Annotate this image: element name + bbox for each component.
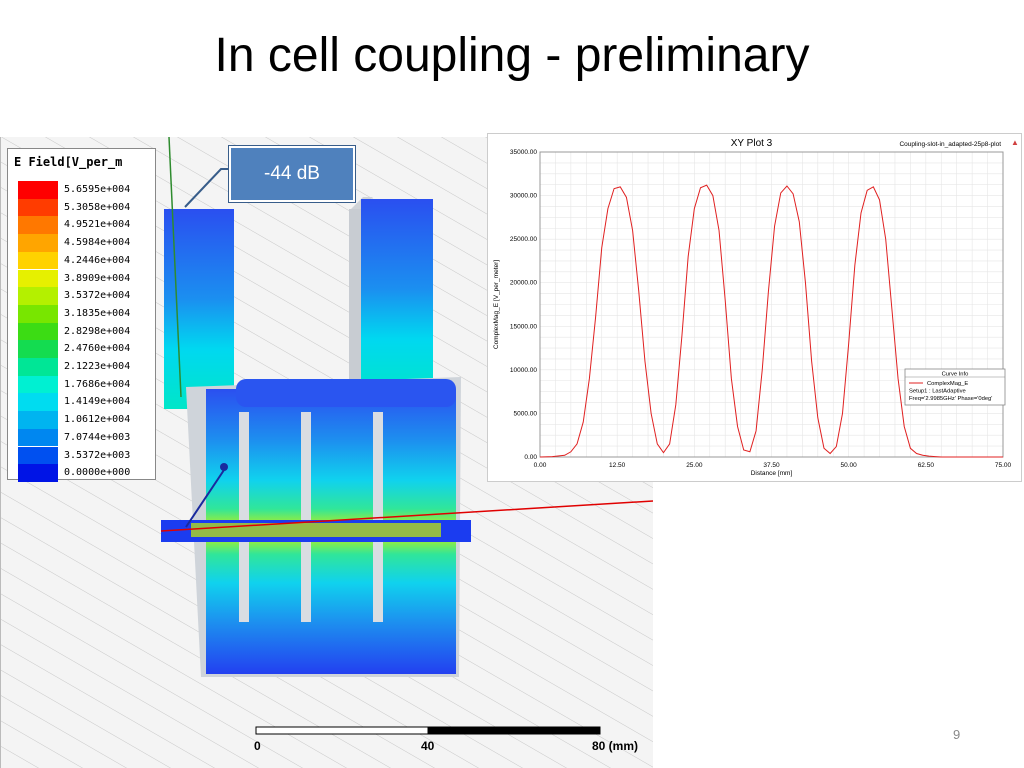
legend-swatch	[18, 446, 58, 465]
legend-value: 5.6595e+004	[64, 184, 131, 195]
legend-value: 2.1223e+004	[64, 361, 131, 372]
y-tick-label: 20000.00	[510, 280, 537, 287]
legend-value: 4.9521e+004	[64, 219, 131, 231]
y-tick-label: 30000.00	[510, 193, 537, 200]
legend-item: 1.7686e+004	[18, 375, 153, 394]
legend-item: 2.1223e+004	[18, 358, 153, 376]
legend-swatch	[18, 411, 58, 429]
y-tick-label: 0.00	[524, 454, 537, 461]
slide-title: In cell coupling - preliminary	[214, 29, 810, 82]
x-tick-label: 75.00	[995, 462, 1012, 469]
plot-marker-icon: ▲	[1011, 138, 1019, 147]
legend-value: 4.5984e+004	[64, 237, 131, 249]
legend-swatch	[18, 181, 58, 199]
legend-item: 4.9521e+004	[18, 216, 153, 235]
legend-swatch	[18, 216, 58, 235]
chart-legend-entry: Setup1 : LastAdaptive	[909, 389, 966, 395]
xy-plot[interactable]: XY Plot 3 Coupling-slot-in_adapted-25p8-p…	[487, 133, 1022, 482]
legend-swatch	[18, 358, 58, 376]
legend-item: 5.3058e+004	[18, 198, 153, 217]
legend-item: 5.6595e+004	[18, 181, 153, 199]
legend-swatch	[18, 322, 58, 341]
legend-item: 7.0744e+003	[18, 428, 153, 447]
y-tick-label: 5000.00	[514, 410, 538, 417]
chart-legend-entry: ComplexMag_E	[927, 381, 968, 387]
x-tick-label: 12.50	[609, 462, 626, 469]
legend-value: 4.2446e+004	[64, 254, 131, 266]
scale-bar: 0 40 80 (mm)	[240, 722, 652, 762]
series-line	[539, 184, 1003, 458]
chart-legend-title: Curve Info	[942, 372, 969, 378]
legend-value: 2.4760e+004	[64, 343, 131, 355]
chart-legend-box	[904, 368, 1006, 406]
y-tick-label: 35000.00	[510, 149, 537, 156]
legend-swatch	[18, 251, 58, 270]
x-tick-label: 50.00	[841, 462, 858, 469]
xy-plot-chart: XY Plot 3 Coupling-slot-in_adapted-25p8-p…	[493, 138, 1019, 477]
x-tick-label: 0.00	[534, 462, 547, 469]
legend-item: 4.2446e+004	[18, 251, 153, 270]
legend-value: 3.5372e+004	[64, 290, 131, 302]
legend-item: 2.4760e+004	[18, 340, 153, 358]
y-tick-label: 10000.00	[510, 367, 537, 374]
legend-item: 4.5984e+004	[18, 234, 153, 252]
legend-item: 3.5372e+004	[18, 287, 153, 305]
field-legend: E Field[V_per_m 5.6595e+004 5.3058e+004 4.…	[7, 148, 156, 482]
x-tick-label: 37.50	[763, 462, 780, 469]
legend-value: 0.0000e+000	[64, 467, 131, 479]
chart-title: XY Plot 3	[731, 138, 773, 149]
plot-frame	[539, 151, 1004, 458]
legend-value: 5.3058e+004	[64, 201, 131, 213]
legend-value: 2.8298e+004	[64, 325, 131, 337]
scale-bar-label-80: 80 (mm)	[592, 739, 638, 753]
legend-swatch	[18, 198, 58, 217]
legend-item: 3.5372e+003	[18, 446, 153, 465]
legend-swatch	[18, 464, 58, 482]
legend-swatch	[18, 340, 58, 358]
x-axis-label: Distance [mm]	[751, 470, 793, 477]
slide-number: 9	[953, 727, 961, 742]
coupling-callout: -44 dB	[228, 145, 356, 203]
scale-bar-label-40: 40	[421, 739, 435, 753]
x-tick-label: 25.00	[686, 462, 703, 469]
legend-swatch	[18, 269, 58, 288]
y-tick-label: 25000.00	[510, 236, 537, 243]
legend-item: 1.4149e+004	[18, 393, 153, 412]
legend-value: 7.0744e+003	[64, 431, 131, 443]
legend-value: 1.7686e+004	[64, 378, 131, 390]
legend-item: 3.8909e+004	[18, 269, 153, 288]
legend-item: 3.1835e+004	[18, 304, 153, 323]
legend-swatch	[18, 304, 58, 323]
legend-item: 1.0612e+004	[18, 411, 153, 429]
legend-swatch	[18, 234, 58, 252]
legend-title: E Field[V_per_m	[14, 155, 123, 169]
legend-value: 3.1835e+004	[64, 307, 131, 319]
chart-legend-entry: Freq='2.9985GHz' Phase='0deg'	[909, 396, 992, 402]
y-axis-label: ComplexMag_E [V_per_meter]	[493, 260, 500, 349]
y-tick-label: 15000.00	[510, 323, 537, 330]
legend-value: 1.0612e+004	[64, 414, 131, 426]
chart-subtitle: Coupling-slot-in_adapted-25p8-plot	[899, 141, 1001, 148]
legend-value: 3.5372e+003	[64, 449, 131, 461]
legend-value: 3.8909e+004	[64, 272, 131, 284]
legend-swatch	[18, 428, 58, 447]
legend-item: 0.0000e+000	[18, 464, 153, 482]
legend-swatch	[18, 375, 58, 394]
legend-swatch	[18, 393, 58, 412]
scale-bar-graphic: 0 40 80 (mm)	[254, 726, 638, 753]
legend-swatch	[18, 287, 58, 305]
legend-item: 2.8298e+004	[18, 322, 153, 341]
legend-value: 1.4149e+004	[64, 396, 131, 408]
scale-bar-label-0: 0	[254, 739, 261, 753]
x-tick-label: 62.50	[918, 462, 935, 469]
